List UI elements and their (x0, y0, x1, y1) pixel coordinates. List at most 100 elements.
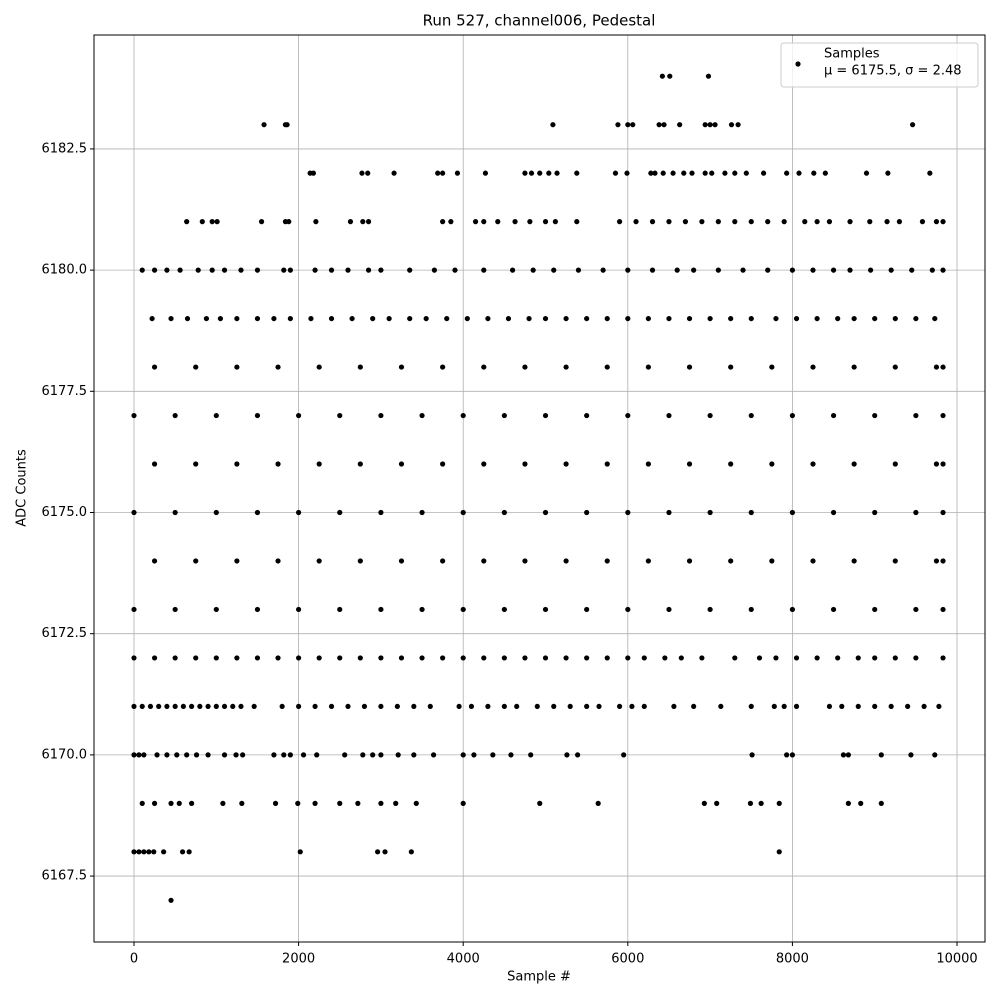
data-point (773, 655, 779, 661)
data-point (699, 655, 705, 661)
data-point (595, 800, 601, 806)
data-point (281, 267, 287, 273)
data-point (199, 219, 205, 225)
data-point (851, 315, 857, 322)
data-point (671, 703, 677, 710)
data-point (789, 267, 796, 273)
data-point (460, 606, 466, 613)
data-point (179, 849, 186, 855)
data-point (347, 219, 354, 225)
data-point (419, 606, 425, 613)
data-point (296, 703, 302, 710)
x-axis-label: Sample # (507, 970, 571, 985)
data-point (793, 703, 800, 710)
data-point (460, 412, 466, 419)
data-point (814, 219, 820, 225)
data-point (423, 315, 429, 322)
data-point (604, 558, 610, 564)
data-point (892, 655, 898, 661)
data-point (811, 170, 817, 176)
data-point (258, 219, 265, 225)
data-point (732, 655, 738, 661)
data-point (940, 655, 946, 661)
data-point (769, 364, 775, 370)
data-point (328, 267, 335, 273)
data-point (645, 364, 651, 370)
data-point (761, 170, 767, 176)
data-point (375, 849, 381, 855)
data-point (896, 219, 903, 225)
data-point (337, 509, 343, 516)
data-point (769, 461, 775, 467)
data-point (460, 752, 466, 758)
data-point (295, 800, 301, 806)
data-point (666, 315, 672, 322)
data-point (431, 267, 438, 273)
data-point (151, 849, 157, 855)
data-point (641, 703, 647, 710)
data-point (748, 412, 754, 419)
data-point (419, 412, 425, 419)
data-point (139, 267, 145, 273)
data-point (913, 412, 919, 419)
data-point (482, 170, 489, 176)
data-point (522, 558, 528, 564)
data-point (851, 558, 857, 564)
data-point (666, 509, 672, 516)
data-point (454, 170, 461, 176)
data-point (929, 267, 935, 273)
data-point (316, 558, 322, 564)
data-point (933, 558, 940, 564)
data-point (851, 364, 857, 370)
data-point (526, 315, 532, 322)
data-point (271, 315, 277, 322)
data-point (604, 315, 610, 322)
x-tick-label: 4000 (447, 952, 480, 967)
data-point (789, 412, 796, 419)
data-point (221, 752, 228, 758)
data-point (251, 703, 257, 710)
data-point (254, 315, 261, 322)
data-point (781, 703, 787, 710)
data-point (629, 703, 635, 710)
data-point (378, 606, 384, 613)
data-point (674, 267, 680, 273)
data-point (810, 461, 816, 467)
data-point (131, 849, 137, 855)
data-point (748, 606, 754, 613)
data-point (872, 315, 878, 322)
legend-stats: μ = 6175.5, σ = 2.48 (824, 64, 962, 79)
data-point (131, 655, 137, 661)
y-tick-label: 6167.5 (42, 869, 88, 884)
data-point (796, 170, 802, 176)
data-point (830, 509, 837, 516)
data-point (430, 752, 437, 758)
data-point (238, 703, 244, 710)
data-point (715, 219, 721, 225)
data-point (176, 800, 182, 806)
data-point (213, 655, 219, 661)
data-point (180, 703, 186, 710)
data-point (284, 122, 290, 128)
data-point (361, 703, 368, 710)
data-point (645, 315, 651, 322)
data-point (240, 752, 246, 758)
data-point (728, 364, 734, 370)
data-point (913, 315, 919, 322)
data-point (394, 703, 400, 710)
data-point (872, 509, 878, 516)
data-point (234, 364, 240, 370)
data-point (884, 219, 890, 225)
data-point (563, 558, 569, 564)
data-point (810, 267, 816, 273)
data-point (542, 219, 549, 225)
data-point (835, 655, 841, 661)
data-point (645, 461, 651, 467)
data-point (312, 800, 318, 806)
data-point (460, 800, 466, 806)
data-point (328, 315, 335, 322)
data-point (691, 703, 697, 710)
data-point (177, 267, 183, 273)
data-point (835, 315, 841, 322)
